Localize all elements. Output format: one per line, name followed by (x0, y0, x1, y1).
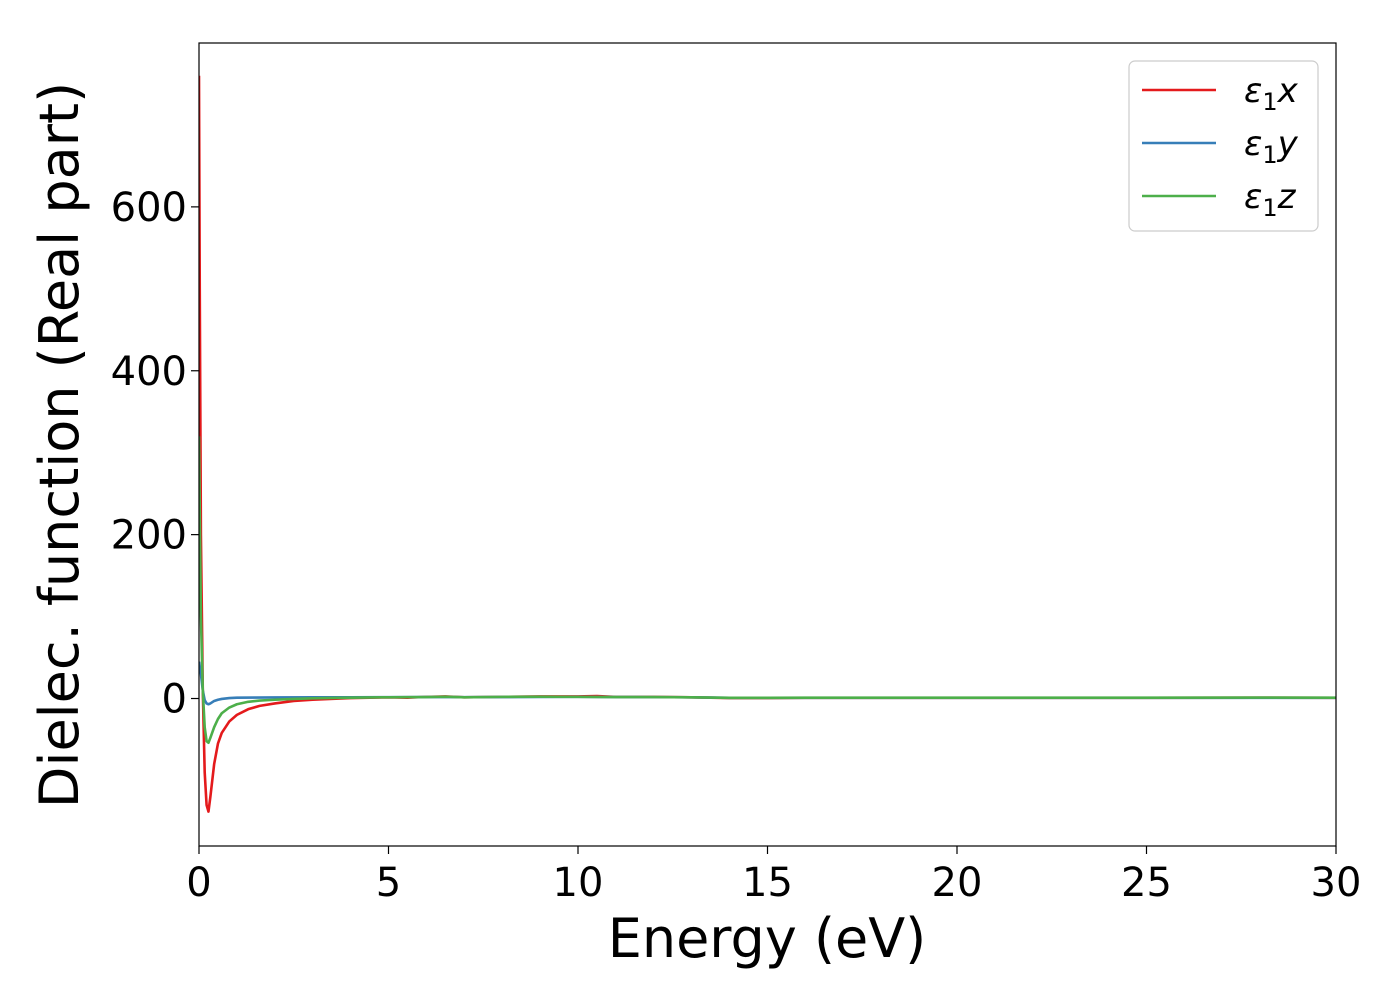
y-tick-label: 600 (111, 185, 187, 231)
y-axis-label: Dielec. function (Real part) (28, 82, 91, 808)
y-axis-ticks: 0 200 400 600 (111, 185, 199, 723)
x-tick-label: 5 (376, 860, 401, 906)
x-tick-label: 30 (1311, 860, 1362, 906)
x-tick-label: 10 (553, 860, 604, 906)
legend-frame (1128, 60, 1319, 232)
x-tick-label: 20 (932, 860, 983, 906)
y-tick-label: 0 (162, 677, 187, 723)
series-line-z (199, 436, 1336, 745)
x-tick-label: 15 (742, 860, 793, 906)
x-tick-label: 25 (1121, 860, 1172, 906)
legend-label-y: ε1y (1244, 124, 1299, 169)
x-tick-label: 0 (186, 860, 211, 906)
legend-label-z: ε1z (1244, 177, 1297, 222)
legend: ε1x ε1y ε1z (1128, 60, 1319, 232)
series-layer (199, 75, 1336, 813)
y-tick-label: 200 (111, 513, 187, 559)
y-tick-label: 400 (111, 349, 187, 395)
legend-label-x: ε1x (1244, 71, 1299, 116)
x-axis-ticks: 0 5 10 15 20 25 30 (186, 846, 1361, 906)
x-axis-label: Energy (eV) (608, 907, 927, 970)
